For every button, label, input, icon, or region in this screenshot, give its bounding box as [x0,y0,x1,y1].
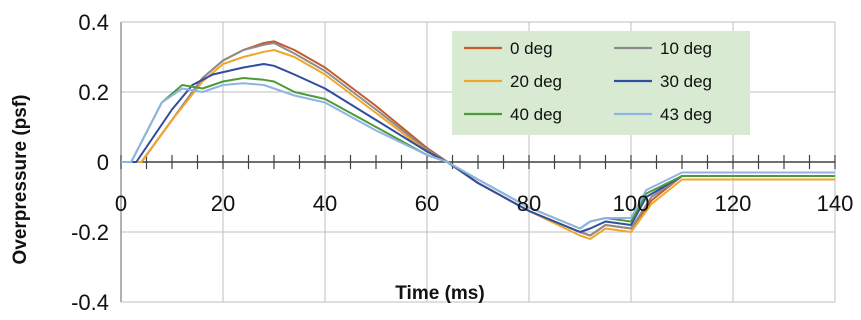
x-tick-label: 80 [517,191,541,216]
x-tick-label: 120 [715,191,752,216]
x-tick-label: 100 [613,191,650,216]
legend: 0 deg 10 deg 20 deg 30 deg 40 deg 43 deg [452,31,750,135]
series-line-10-deg [121,42,835,237]
y-axis-title: Overpressure (psf) [10,94,31,264]
y-tick-label: -0.2 [71,220,109,245]
y-tick-label: 0 [97,150,109,175]
series-line-43-deg [121,82,835,230]
legend-label: 40 deg [510,105,562,124]
y-tick-label: -0.4 [71,290,109,315]
y-tick-label: 0.2 [78,80,109,105]
legend-label: 0 deg [510,39,553,58]
y-tick-label: 0.4 [78,10,109,35]
legend-label: 43 deg [660,105,712,124]
x-tick-label: 20 [211,191,235,216]
series-lines [121,40,835,240]
legend-label: 30 deg [660,72,712,91]
legend-label: 10 deg [660,39,712,58]
series-line-40-deg [121,77,835,230]
x-tick-label: 40 [313,191,337,216]
x-tick-label: 140 [817,191,854,216]
series-line-30-deg [121,63,835,233]
tick-labels: 0.40.20-0.2-0.40 20 40 60 80 100 120 140 [71,10,853,315]
x-axis-title: Time (ms) [395,283,484,304]
x-tick-label: 60 [415,191,439,216]
x-tick-label: 0 [115,191,127,216]
legend-label: 20 deg [510,72,562,91]
series-line-20-deg [121,49,835,240]
